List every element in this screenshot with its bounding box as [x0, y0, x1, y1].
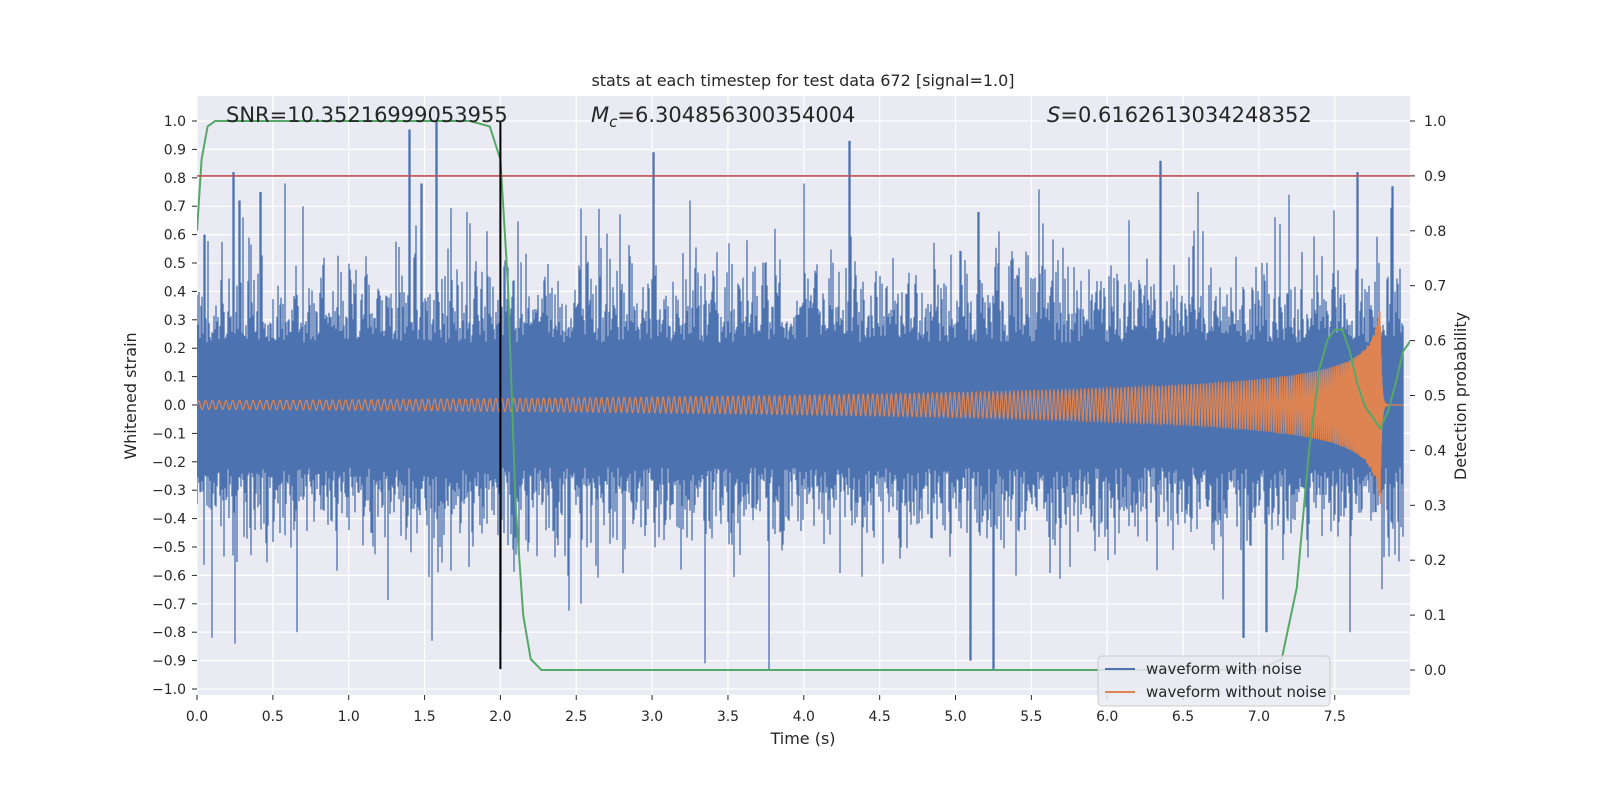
y-left-tick-label: 0.4 — [164, 284, 186, 300]
y-right-tick-label: 0.9 — [1424, 169, 1446, 185]
x-tick-label: 0.5 — [262, 709, 284, 725]
series-waveform-without-noise — [197, 311, 1403, 505]
y-left-tick-label: −0.8 — [152, 625, 186, 641]
x-tick-label: 6.5 — [1172, 709, 1194, 725]
y-left-tick-label: −0.4 — [152, 512, 186, 528]
y-left-tick-label: −0.9 — [152, 654, 186, 670]
y-right-tick-label: 0.3 — [1424, 498, 1446, 514]
y-left-tick-label: 0.6 — [164, 228, 186, 244]
x-tick-label: 4.0 — [793, 709, 815, 725]
y-right-tick-label: 0.8 — [1424, 224, 1446, 240]
y-right-axis-ticks: 1.0 0.9 0.8 0.7 0.6 0.5 0.4 0.3 0.2 0.1 0.0 — [1410, 114, 1446, 679]
y-left-tick-label: 0.8 — [164, 171, 186, 187]
y-right-tick-label: 0.2 — [1424, 553, 1446, 569]
x-tick-label: 1.0 — [338, 709, 360, 725]
x-tick-label: 0.0 — [186, 709, 208, 725]
y-left-tick-label: 0.0 — [164, 398, 186, 414]
x-tick-label: 5.5 — [1020, 709, 1042, 725]
y-right-tick-label: 0.6 — [1424, 334, 1446, 350]
y-right-tick-label: 0.4 — [1424, 443, 1446, 459]
y-left-tick-label: −0.5 — [152, 540, 186, 556]
chart-title: stats at each timestep for test data 672… — [591, 71, 1014, 90]
y-left-tick-label: 0.3 — [164, 313, 186, 329]
y-right-tick-label: 0.5 — [1424, 389, 1446, 405]
x-tick-label: 3.0 — [641, 709, 663, 725]
legend-label-noise: waveform with noise — [1146, 660, 1302, 678]
y-left-tick-label: 0.5 — [164, 256, 186, 272]
x-tick-label: 4.5 — [869, 709, 891, 725]
y-left-tick-label: 0.7 — [164, 199, 186, 215]
x-tick-label: 7.5 — [1324, 709, 1346, 725]
s-symbol: S — [1047, 103, 1060, 127]
y-right-tick-label: 0.7 — [1424, 279, 1446, 295]
series-layer — [197, 120, 1410, 671]
y-left-axis-ticks: 1.0 0.9 0.8 0.7 0.6 0.5 0.4 0.3 0.2 0.1 0.0 −0.1 −0.… — [152, 114, 197, 698]
x-tick-label: 7.0 — [1248, 709, 1270, 725]
y-left-tick-label: 0.9 — [164, 142, 186, 158]
y-right-axis-label: Detection probability — [1451, 312, 1470, 480]
chirp-mass-subscript: c — [609, 113, 618, 131]
y-left-tick-label: −1.0 — [152, 682, 186, 698]
y-right-tick-label: 0.0 — [1424, 663, 1446, 679]
y-left-tick-label: 0.2 — [164, 341, 186, 357]
y-left-tick-label: 1.0 — [164, 114, 186, 130]
chirp-mass-annotation: Mc=6.304856300354004 — [591, 103, 855, 131]
x-tick-label: 2.0 — [489, 709, 511, 725]
x-axis-label: Time (s) — [769, 729, 835, 748]
series-detection-probability — [197, 120, 1410, 671]
x-tick-label: 1.5 — [413, 709, 435, 725]
y-left-axis-label: Whitened strain — [121, 332, 140, 459]
y-left-tick-label: −0.6 — [152, 568, 186, 584]
legend-box — [1097, 655, 1331, 707]
reference-lines — [197, 121, 1410, 670]
y-left-tick-label: 0.1 — [164, 370, 186, 386]
y-left-tick-label: −0.3 — [152, 483, 186, 499]
chirp-mass-symbol: M — [591, 103, 609, 127]
x-tick-label: 6.0 — [1096, 709, 1118, 725]
x-tick-label: 5.0 — [944, 709, 966, 725]
y-left-tick-label: −0.2 — [152, 455, 186, 471]
snr-annotation: SNR=10.35216999053955 — [226, 103, 508, 127]
y-left-tick-label: −0.1 — [152, 426, 186, 442]
s-annotation: S=0.6162613034248352 — [1047, 103, 1312, 127]
y-right-tick-label: 0.1 — [1424, 608, 1446, 624]
x-axis-ticks: 0.0 0.5 1.0 1.5 2.0 2.5 3.0 3.5 4.0 4.5 5.0 5.5 6.0 6… — [186, 695, 1346, 725]
legend: waveform with noise waveform without noi… — [1097, 655, 1331, 707]
y-right-tick-label: 1.0 — [1424, 114, 1446, 130]
legend-label-clean: waveform without noise — [1146, 683, 1326, 701]
x-tick-label: 2.5 — [565, 709, 587, 725]
s-value: =0.6162613034248352 — [1060, 103, 1311, 127]
x-tick-label: 3.5 — [717, 709, 739, 725]
y-left-tick-label: −0.7 — [152, 597, 186, 613]
chirp-mass-value: =6.304856300354004 — [617, 103, 855, 127]
